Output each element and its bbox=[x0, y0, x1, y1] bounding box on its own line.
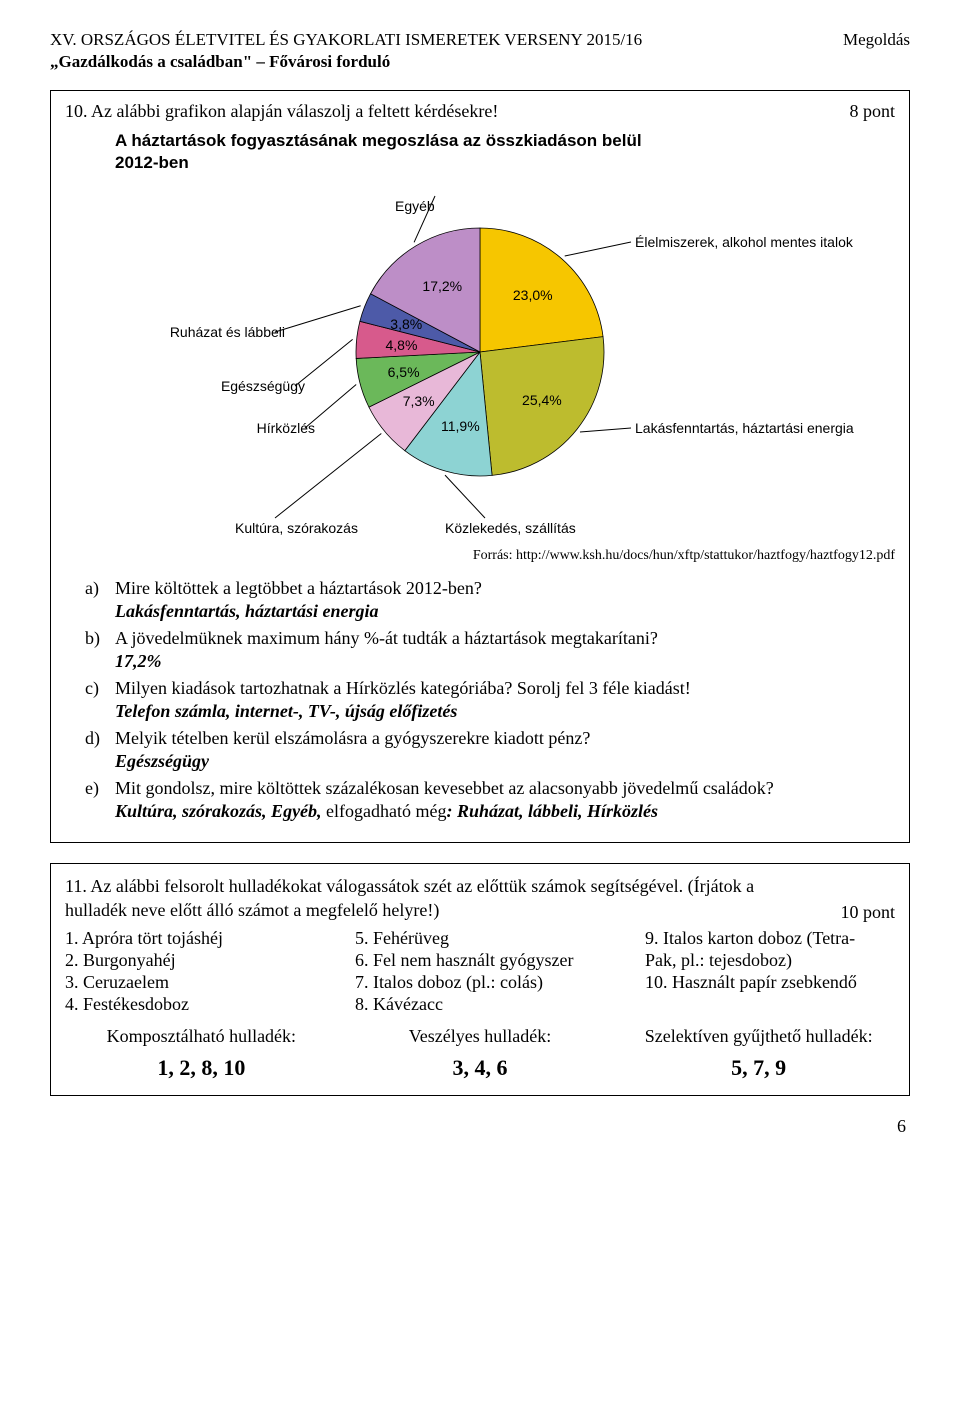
q11-item: 2. Burgonyahéj bbox=[65, 950, 315, 971]
q11-text: 11. Az alábbi felsorolt hulladékokat vál… bbox=[65, 876, 754, 920]
q11-answer-head: Veszélyes hulladék: bbox=[344, 1026, 617, 1047]
subquestion-letter: c) bbox=[85, 678, 115, 699]
q11-answer-head: Szelektíven gyűjthető hulladék: bbox=[622, 1026, 895, 1047]
q11-answer-cell: Komposztálható hulladék: 1, 2, 8, 10 bbox=[65, 1026, 338, 1081]
pie-outer-label: Egészségügy bbox=[165, 378, 305, 394]
q11-item: 5. Fehérüveg bbox=[355, 928, 605, 949]
q10-answer: Telefon számla, internet-, TV-, újság el… bbox=[115, 701, 895, 722]
pie-inner-label: 11,9% bbox=[441, 418, 480, 434]
q11-answer-values: 5, 7, 9 bbox=[622, 1055, 895, 1081]
pie-inner-label: 17,2% bbox=[422, 278, 462, 294]
q10-answer: Egészségügy bbox=[115, 751, 895, 772]
pie-inner-label: 3,8% bbox=[390, 316, 422, 332]
q11-items: 1. Apróra tört tojáshéj2. Burgonyahéj3. … bbox=[65, 927, 895, 1016]
q11-answer-head: Komposztálható hulladék: bbox=[65, 1026, 338, 1047]
q11-items-column: 9. Italos karton doboz (Tetra- Pak, pl.:… bbox=[645, 927, 895, 1016]
subquestion-text: A jövedelmüknek maximum hány %-át tudták… bbox=[115, 628, 658, 649]
q10-subquestion: d)Melyik tételben kerül elszámolásra a g… bbox=[85, 728, 895, 749]
q10-question-text: 10. Az alábbi grafikon alapján válaszolj… bbox=[65, 101, 498, 122]
q10-subquestion: e)Mit gondolsz, mire költöttek százaléko… bbox=[85, 778, 895, 799]
question-10-box: 10. Az alábbi grafikon alapján válaszolj… bbox=[50, 90, 910, 843]
q11-item: 3. Ceruzaelem bbox=[65, 972, 315, 993]
pie-outer-label: Egyéb bbox=[395, 198, 435, 214]
q10-points: 8 pont bbox=[849, 101, 895, 122]
pie-outer-label: Kultúra, szórakozás bbox=[235, 520, 358, 536]
q10-answer: Kultúra, szórakozás, Egyéb, elfogadható … bbox=[115, 801, 895, 822]
pie-outer-label: Hírközlés bbox=[175, 420, 315, 436]
subquestion-letter: b) bbox=[85, 628, 115, 649]
q10-subquestion: c)Milyen kiadások tartozhatnak a Hírközl… bbox=[85, 678, 895, 699]
q11-answer-values: 1, 2, 8, 10 bbox=[65, 1055, 338, 1081]
pie-inner-label: 25,4% bbox=[522, 392, 562, 408]
chart-title-line1: A háztartások fogyasztásának megoszlása … bbox=[115, 131, 642, 150]
q11-answers-table: Komposztálható hulladék:1, 2, 8, 10Veszé… bbox=[65, 1026, 895, 1081]
q11-points: 10 pont bbox=[840, 902, 895, 923]
pie-outer-label: Közlekedés, szállítás bbox=[445, 520, 576, 536]
doc-header-right: Megoldás bbox=[843, 30, 910, 50]
q11-item: 9. Italos karton doboz (Tetra- bbox=[645, 928, 895, 949]
subquestion-letter: d) bbox=[85, 728, 115, 749]
q11-item: 10. Használt papír zsebkendő bbox=[645, 972, 895, 993]
question-11-box: 11. Az alábbi felsorolt hulladékokat vál… bbox=[50, 863, 910, 1096]
q11-items-column: 5. Fehérüveg6. Fel nem használt gyógysze… bbox=[355, 927, 605, 1016]
pie-inner-label: 4,8% bbox=[385, 337, 417, 353]
q11-item: 4. Festékesdoboz bbox=[65, 994, 315, 1015]
pie-inner-label: 23,0% bbox=[513, 287, 553, 303]
pie-chart-area: A háztartások fogyasztásának megoszlása … bbox=[115, 130, 845, 542]
pie-outer-label: Lakásfenntartás, háztartási energia bbox=[635, 420, 854, 436]
page-number: 6 bbox=[50, 1116, 910, 1137]
subquestion-letter: e) bbox=[85, 778, 115, 799]
subquestion-text: Milyen kiadások tartozhatnak a Hírközlés… bbox=[115, 678, 691, 699]
chart-title-line2: 2012-ben bbox=[115, 153, 189, 172]
subquestion-text: Melyik tételben kerül elszámolásra a gyó… bbox=[115, 728, 590, 749]
pie-wrap: 23,0%Élelmiszerek, alkohol mentes italok… bbox=[115, 182, 845, 542]
subquestion-text: Mit gondolsz, mire költöttek százalékosa… bbox=[115, 778, 774, 799]
q11-answer-cell: Szelektíven gyűjthető hulladék: 5, 7, 9 bbox=[622, 1026, 895, 1081]
pie-outer-label: Ruházat és lábbeli bbox=[145, 324, 285, 340]
q11-item: 8. Kávézacc bbox=[355, 994, 605, 1015]
q11-items-column: 1. Apróra tört tojáshéj2. Burgonyahéj3. … bbox=[65, 927, 315, 1016]
doc-header-title: XV. ORSZÁGOS ÉLETVITEL ÉS GYAKORLATI ISM… bbox=[50, 30, 642, 50]
pie-inner-label: 7,3% bbox=[403, 393, 435, 409]
subquestion-letter: a) bbox=[85, 578, 115, 599]
q11-item: 6. Fel nem használt gyógyszer bbox=[355, 950, 605, 971]
q11-answer-cell: Veszélyes hulladék: 3, 4, 6 bbox=[344, 1026, 617, 1081]
doc-header-subtitle: „Gazdálkodás a családban" – Fővárosi for… bbox=[50, 52, 910, 72]
q10-answer: 17,2% bbox=[115, 651, 895, 672]
q10-answer: Lakásfenntartás, háztartási energia bbox=[115, 601, 895, 622]
q11-item: Pak, pl.: tejesdoboz) bbox=[645, 950, 895, 971]
subquestion-text: Mire költöttek a legtöbbet a háztartások… bbox=[115, 578, 482, 599]
q11-answer-values: 3, 4, 6 bbox=[344, 1055, 617, 1081]
q11-item: 1. Apróra tört tojáshéj bbox=[65, 928, 315, 949]
pie-inner-label: 6,5% bbox=[388, 364, 420, 380]
q10-subquestion: b)A jövedelmüknek maximum hány %-át tudt… bbox=[85, 628, 895, 649]
q11-item: 7. Italos doboz (pl.: colás) bbox=[355, 972, 605, 993]
pie-outer-label: Élelmiszerek, alkohol mentes italok bbox=[635, 234, 853, 250]
q10-subquestion: a)Mire költöttek a legtöbbet a háztartás… bbox=[85, 578, 895, 599]
chart-source: Forrás: http://www.ksh.hu/docs/hun/xftp/… bbox=[65, 548, 895, 564]
